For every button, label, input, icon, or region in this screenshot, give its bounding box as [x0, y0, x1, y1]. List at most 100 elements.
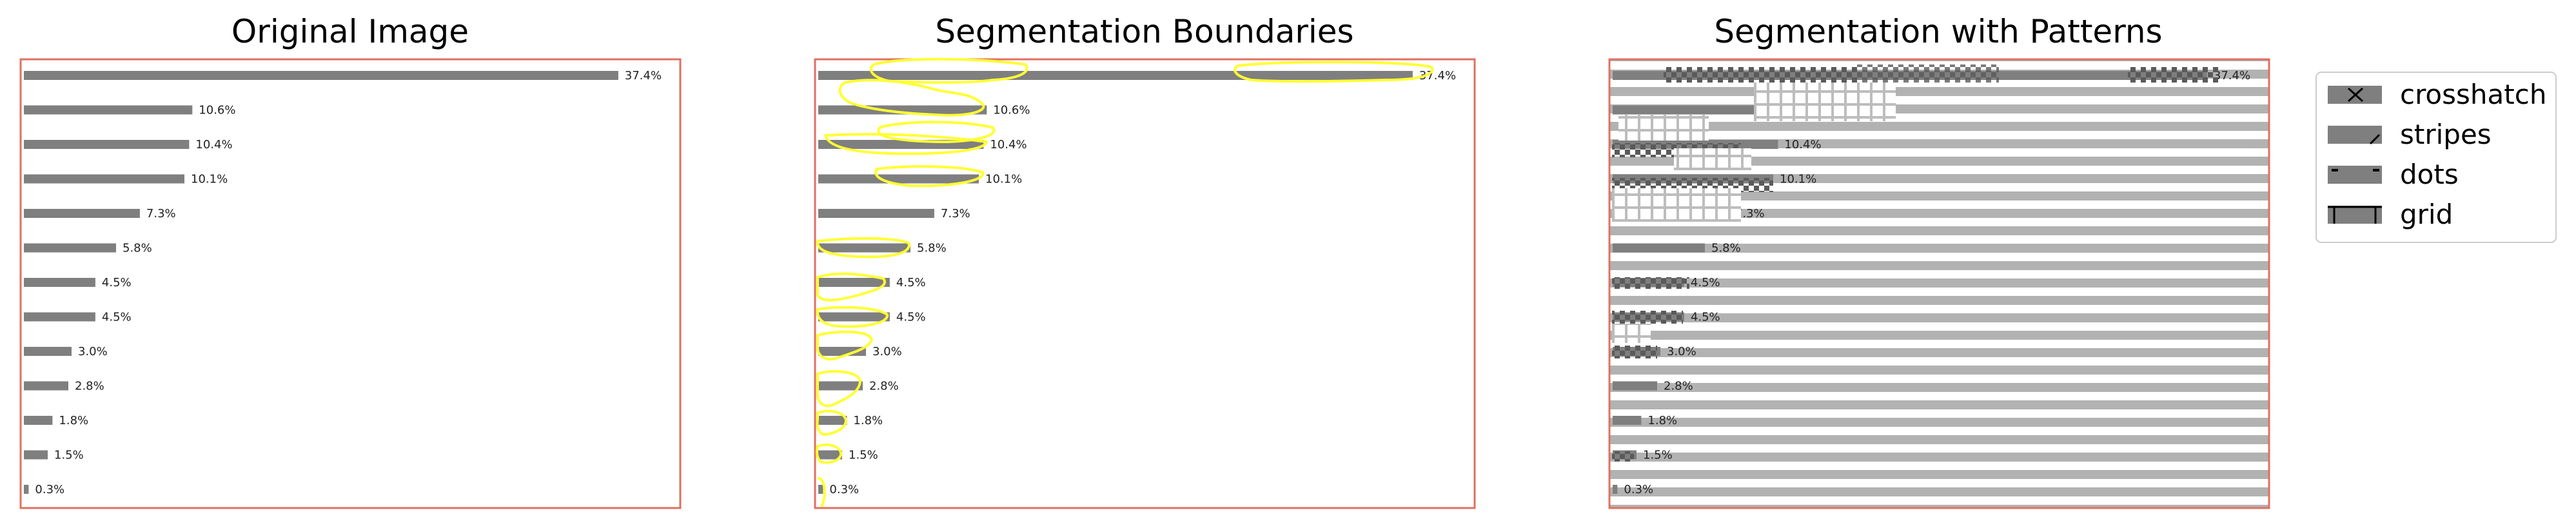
boundary-contour	[817, 477, 826, 507]
bar-value-label: 2.8%	[1664, 380, 1693, 393]
bar-value-label: 3.0%	[78, 345, 108, 358]
grid-segment	[1674, 148, 1751, 170]
bar-value-label: 1.5%	[849, 449, 878, 462]
pattern-overlays	[1612, 64, 2218, 462]
bar-value-label: 7.3%	[941, 207, 970, 220]
crosshatch-icon	[2347, 87, 2364, 103]
panel-boundaries: Segmentation Boundaries 37.4% 10.6% 10.4% 1…	[814, 13, 1476, 509]
bar-value-label: 3.0%	[872, 345, 902, 358]
bar-value-label: 1.5%	[1643, 449, 1673, 462]
bar-value-label: 0.3%	[35, 483, 64, 496]
boundary-contour	[838, 79, 985, 117]
bar	[24, 243, 116, 253]
bar	[1613, 416, 1642, 425]
dots-segment	[2128, 67, 2218, 83]
bar-value-label: 4.5%	[102, 276, 132, 289]
bar-value-label: 10.4%	[990, 138, 1027, 152]
grid-segment	[1754, 83, 1896, 121]
bar-value-label: 10.4%	[1784, 138, 1821, 152]
legend-item-dots: dots	[2328, 159, 2459, 190]
bar	[24, 278, 95, 287]
grid-segment	[1618, 115, 1709, 141]
bar-value-label: 5.8%	[1711, 242, 1741, 255]
boundary-contour	[816, 306, 889, 328]
boundary-contour	[816, 409, 847, 436]
bar	[818, 243, 910, 253]
boundary-contour	[816, 272, 886, 302]
stripes-icon	[2369, 133, 2381, 145]
bar-value-label: 2.8%	[869, 380, 899, 393]
grid-swatch	[2328, 206, 2382, 224]
dots-swatch	[2328, 166, 2382, 184]
bar	[818, 278, 890, 287]
dots-segment	[1664, 67, 1857, 83]
bar-value-label: 10.4%	[195, 138, 232, 152]
legend-label: grid	[2400, 199, 2453, 230]
bars-original: 37.4% 10.6% 10.4% 10.1% 7.3% 5.8% 4.5% 4.5% 3.0%…	[24, 69, 662, 496]
bar-value-label: 5.8%	[917, 242, 947, 255]
bar-value-label: 10.6%	[199, 104, 235, 117]
bar-value-label: 1.8%	[59, 414, 88, 427]
boundary-contour	[816, 330, 873, 360]
bar	[1613, 485, 1618, 494]
panel-title-patterns: Segmentation with Patterns	[1714, 13, 2162, 50]
boundary-contour	[1234, 61, 1434, 83]
bar	[24, 209, 140, 218]
boundary-contour	[815, 443, 843, 464]
bar	[1613, 381, 1657, 391]
panel-title-boundaries: Segmentation Boundaries	[935, 13, 1353, 50]
bar-value-label: 10.1%	[985, 173, 1022, 186]
bar	[24, 105, 193, 115]
stripes-segment	[1609, 59, 2269, 508]
dots-segment	[1612, 311, 1683, 324]
legend-item-crosshatch: crosshatch	[2328, 79, 2546, 110]
bar-value-label: 37.4%	[2214, 69, 2250, 83]
legend-label: stripes	[2400, 119, 2492, 150]
legend-box	[2315, 72, 2557, 243]
bar	[818, 450, 842, 460]
bar-value-label: 0.3%	[1624, 483, 1653, 496]
bar	[24, 416, 53, 425]
bar-value-label: 1.8%	[1647, 414, 1677, 427]
bar-value-label: 4.5%	[102, 311, 132, 324]
bar-value-label: 2.8%	[75, 380, 104, 393]
dots-segment	[1612, 451, 1634, 462]
bar	[818, 416, 847, 425]
panel-original: Original Image 37.4% 10.6% 10.4% 10.1% 7.3% 5…	[19, 13, 682, 509]
bar-value-label: 10.6%	[993, 104, 1030, 117]
boundary-contour	[824, 133, 988, 155]
legend: crosshatch stripes dots grid	[2315, 72, 2557, 243]
bar	[24, 71, 618, 80]
legend-label: crosshatch	[2400, 79, 2546, 110]
bar	[1613, 243, 1705, 253]
grid-icon	[2328, 206, 2382, 224]
bar	[818, 209, 934, 218]
bar	[24, 140, 190, 149]
grid-segment	[1612, 188, 1741, 222]
bar-value-label: 4.5%	[1691, 276, 1720, 289]
bar-value-label: 4.5%	[896, 311, 926, 324]
bar	[818, 174, 979, 184]
bar	[818, 485, 823, 494]
segmentation-boundaries	[815, 57, 1434, 507]
bar-value-label: 37.4%	[1419, 69, 1456, 83]
grid-segment	[1612, 324, 1651, 343]
dots-segment	[1612, 277, 1689, 289]
legend-item-grid: grid	[2328, 199, 2453, 230]
panel-frame-original	[19, 58, 682, 509]
panel-title-original: Original Image	[231, 13, 469, 50]
bar-value-label: 7.3%	[1735, 207, 1765, 220]
bar-value-label: 37.4%	[625, 69, 662, 83]
bar-value-label: 10.1%	[191, 173, 228, 186]
bar	[24, 347, 72, 356]
bar	[24, 312, 95, 322]
bar	[24, 174, 184, 184]
bar-value-label: 1.5%	[54, 449, 84, 462]
bar-value-label: 4.5%	[1691, 311, 1720, 324]
boundary-contour	[816, 237, 910, 259]
bar	[1613, 105, 1782, 115]
bar	[24, 485, 29, 494]
bar	[818, 312, 890, 322]
bar-value-label: 10.1%	[1780, 173, 1816, 186]
